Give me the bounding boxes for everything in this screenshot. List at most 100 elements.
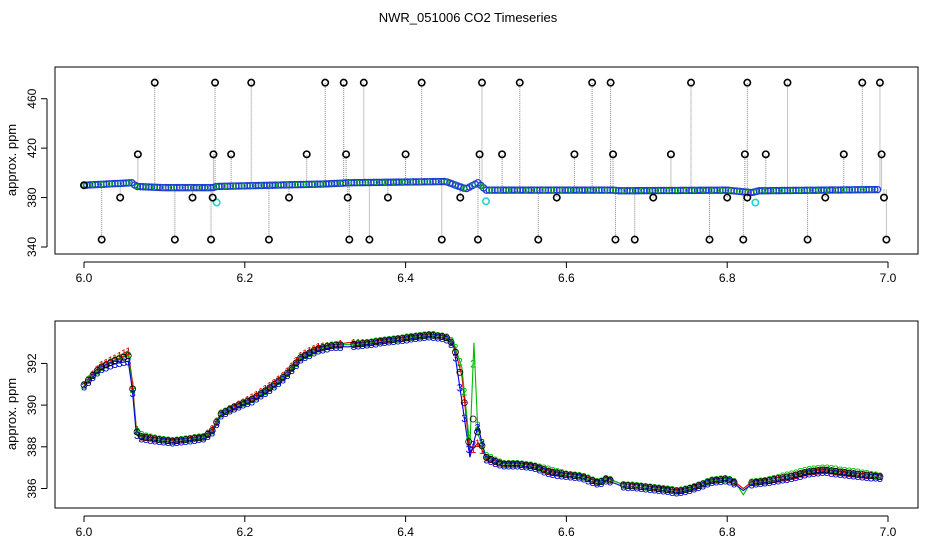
series-1-point: 1: [222, 406, 228, 418]
baseline-overlay-point: [479, 183, 485, 190]
series-2-point: 2: [280, 373, 286, 385]
series-1-point: 1: [806, 467, 812, 479]
series-1-point: 1: [766, 475, 772, 487]
series-3-point: 3: [364, 339, 370, 351]
bottom-x-tick-label: 6.4: [397, 525, 414, 539]
series-1-point: 1: [302, 348, 308, 360]
series-1-point: 1: [554, 468, 560, 480]
mean-point: [761, 477, 769, 485]
series-2-point: 2: [161, 434, 167, 446]
series-1-point: 1: [607, 474, 613, 486]
mean-point: [443, 334, 451, 342]
mean-point: [766, 477, 773, 484]
baseline-overlay-point: [231, 183, 237, 189]
series-1-point: 1: [196, 432, 202, 444]
series-3-point: 3: [435, 332, 441, 344]
series-2-point: 2: [559, 468, 565, 480]
series-1-point: 1: [731, 477, 737, 489]
series-3-point: 3: [563, 471, 569, 483]
series-2-point: 2: [682, 484, 688, 496]
baseline-overlay-point: [780, 187, 786, 194]
baseline-overlay-point: [691, 187, 697, 193]
series-2-point: 2: [156, 434, 162, 446]
series-3-point: 3: [656, 485, 662, 497]
series-2-point: 2: [691, 482, 697, 494]
top-y-tick-label: 340: [25, 237, 39, 257]
mean-point: [235, 401, 243, 409]
mean-point: [757, 478, 764, 486]
mean-point: [518, 461, 526, 469]
series-2-point: 2: [315, 344, 321, 356]
series-2-point: 2: [395, 333, 401, 345]
baseline-overlay-point: [382, 179, 388, 185]
mean-point: [571, 472, 579, 480]
baseline-overlay-point: [718, 187, 724, 193]
baseline-overlay-point: [762, 188, 768, 194]
top-axes: 6.0 6.2 6.4 6.6 6.8 7.0 340 380 420 460: [25, 88, 897, 285]
mean-point: [602, 475, 610, 483]
cyan-point: [212, 198, 221, 207]
series-1-point: 1: [351, 338, 357, 350]
series-3-point: 3: [413, 333, 419, 345]
series-1-point: 1: [143, 432, 149, 444]
baseline-overlay-point: [452, 182, 459, 188]
baseline-overlay-point: [523, 187, 529, 193]
mean-point: [456, 368, 464, 376]
top-y-tick-label: 460: [25, 88, 39, 108]
mean-point: [832, 467, 840, 475]
series-2-point: 2: [541, 463, 547, 475]
series-1-point: 1: [284, 366, 290, 378]
series-2-point: 2: [581, 471, 587, 483]
mean-point: [483, 454, 490, 461]
series-3-point: 3: [713, 477, 719, 489]
series-3-point: 3: [439, 333, 445, 345]
baseline-overlay-point: [293, 181, 299, 188]
series-1-point: 1: [603, 473, 609, 485]
mean-point: [774, 475, 782, 483]
series-1-point: 1: [452, 346, 458, 358]
series-2-point: 2: [222, 406, 228, 418]
series-3-point: 3: [187, 435, 193, 447]
series-2-point: 2: [461, 386, 467, 398]
series-3-point: 3: [753, 479, 759, 491]
outlier-point: [649, 193, 658, 202]
series-2-point: 2: [877, 471, 883, 483]
mean-point: [553, 469, 561, 477]
baseline-overlay-point: [187, 185, 193, 191]
series-1-point: 1: [678, 485, 684, 497]
series-2-point: 2: [373, 336, 379, 348]
mean-point: [659, 485, 667, 493]
series-2-point: 2: [806, 465, 812, 477]
outlier-point: [723, 193, 732, 202]
series-2-point: 2: [532, 461, 538, 473]
baseline-overlay-point: [585, 187, 591, 193]
mean-point: [230, 403, 238, 411]
mean-point: [292, 359, 300, 367]
outlier-point: [821, 193, 830, 202]
series-1-point: 1: [103, 357, 109, 369]
series-3-point: 3: [85, 377, 91, 389]
series-2-point: 2: [510, 458, 516, 470]
baseline-overlay-point: [125, 180, 131, 186]
series-2-point: 2: [625, 480, 631, 492]
mean-point: [491, 457, 499, 465]
baseline-overlay-point: [90, 182, 96, 188]
series-2-point: 2: [802, 465, 808, 477]
mean-point: [788, 472, 795, 480]
cyan-point: [481, 197, 490, 206]
series-1-point: 1: [156, 434, 162, 446]
series-2-point: 2: [483, 450, 489, 462]
series-1-point: 1: [567, 469, 573, 481]
series-2-point: 2: [550, 465, 556, 477]
series-1-point: 1: [846, 468, 852, 480]
series-3-point: 3: [731, 479, 737, 491]
series-3-point: 3: [877, 473, 883, 485]
series-2-point: 2: [872, 470, 878, 482]
series-3-point: 3: [643, 483, 649, 495]
mean-point: [567, 471, 574, 479]
mean-point: [792, 471, 800, 479]
mean-point: [98, 363, 106, 371]
mean-point: [620, 481, 627, 489]
series-3-point: 3: [156, 436, 162, 448]
mean-point: [102, 361, 110, 369]
